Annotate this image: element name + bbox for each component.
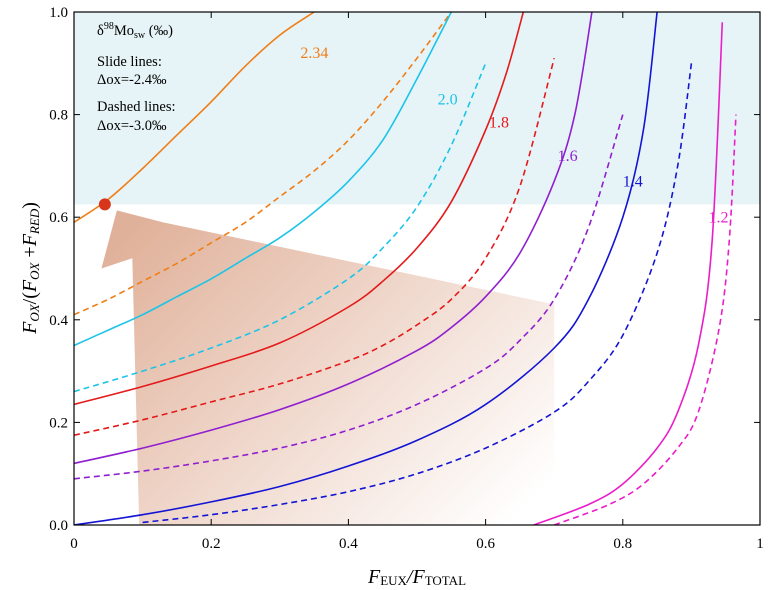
dashed-curve-9	[142, 63, 693, 524]
legend-dashed-heading: Dashed lines:	[97, 99, 176, 115]
y-tick-label: 0.0	[49, 518, 68, 534]
x-tick-label: 0.6	[476, 536, 495, 552]
dashed-curve-5	[74, 57, 555, 436]
curve-label-2.0: 2.0	[438, 91, 458, 108]
curve-label-1.8: 1.8	[489, 114, 509, 131]
x-tick-label: 0.4	[339, 536, 358, 552]
curve-label-1.2: 1.2	[709, 209, 729, 226]
solid-curve-0	[74, 12, 315, 223]
y-axis-title: FOX/(FOX +FRED)	[19, 202, 42, 335]
legend-solid-heading: Slide lines:	[97, 54, 162, 70]
shaded-region	[74, 12, 760, 205]
y-tick-label: 0.2	[49, 415, 68, 431]
y-tick-label: 0.4	[49, 313, 68, 329]
y-tick-label: 0.6	[49, 210, 68, 226]
legend-title: δ98Mosw (‰)	[97, 21, 173, 41]
highlight-marker	[98, 198, 111, 211]
solid-curve-6	[74, 12, 593, 465]
y-tick-label: 0.8	[49, 108, 68, 124]
legend-dashed-value: Δox=-3.0‰	[97, 118, 167, 134]
x-axis-title: FEUX/FTOTAL	[367, 566, 466, 588]
legend-solid-value: Δox=-2.4‰	[97, 72, 167, 88]
solid-curve-2	[74, 12, 453, 347]
dashed-curve-11	[553, 114, 737, 525]
x-tick-label: 0	[70, 536, 78, 552]
dashed-curve-7	[74, 114, 624, 480]
y-tick-label: 1.0	[49, 5, 68, 21]
x-tick-label: 1	[756, 536, 764, 552]
solid-curve-8	[74, 12, 658, 525]
curve-label-1.4: 1.4	[623, 173, 643, 190]
dashed-curve-3	[74, 62, 487, 393]
solid-curve-10	[533, 22, 724, 525]
curve-label-1.6: 1.6	[558, 148, 578, 165]
x-tick-label: 0.2	[202, 536, 221, 552]
solid-curve-4	[74, 12, 525, 406]
plot-frame	[73, 11, 761, 526]
curve-label-2.34: 2.34	[300, 45, 328, 62]
x-tick-label: 0.8	[613, 536, 632, 552]
dashed-curve-1	[74, 12, 452, 316]
